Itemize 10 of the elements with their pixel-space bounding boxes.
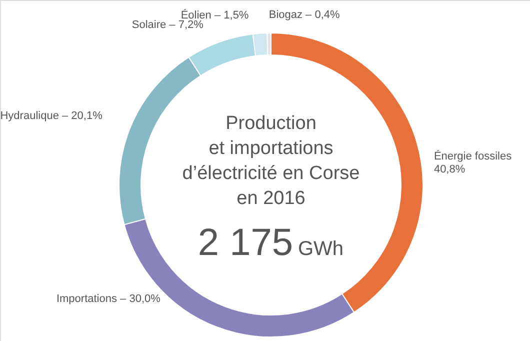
slice-label: Biogaz – 0,4% <box>268 9 340 22</box>
slice-label: Importations – 30,0% <box>56 293 161 305</box>
slice-label: Hydraulique – 20,1% <box>0 110 103 122</box>
text: 2 175 <box>198 222 293 264</box>
text: GWh <box>298 238 344 260</box>
data-label: 40,8% <box>434 164 466 176</box>
slice-label: Solaire – 7,2% <box>132 19 204 32</box>
text: Production et importations d’électricité en Corse en 2016 <box>182 113 360 209</box>
slice-label: Éolien – 1,5% <box>180 8 249 22</box>
slice-label: Énergie fossiles <box>434 150 512 163</box>
